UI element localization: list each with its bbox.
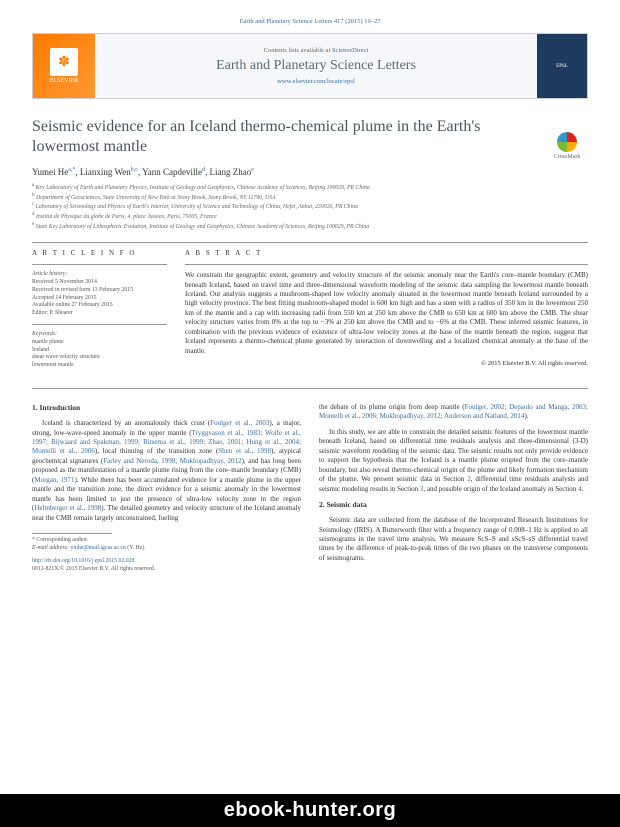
body-column-right: the debate of its plume origin from deep…	[319, 403, 588, 574]
section-2-para-1: Seismic data are collected from the data…	[319, 516, 588, 563]
affiliations: a Key Laboratory of Earth and Planetary …	[32, 183, 588, 232]
author-list: Yumei Hea,*, Lianxing Wenb,c, Yann Capde…	[32, 167, 588, 177]
divider	[32, 242, 588, 243]
elsevier-tree-icon: ✽	[50, 48, 78, 76]
header-citation: Earth and Planetary Science Letters 417 …	[32, 18, 588, 25]
journal-url[interactable]: www.elsevier.com/locate/epsl	[277, 78, 355, 85]
contents-lists-line: Contents lists available at ScienceDirec…	[264, 47, 369, 54]
article-info-heading: A R T I C L E I N F O	[32, 249, 167, 258]
journal-header-box: ✽ ELSEVIER Contents lists available at S…	[32, 33, 588, 99]
abstract-heading: A B S T R A C T	[185, 249, 588, 258]
divider	[32, 388, 588, 389]
keywords-label: Keywords:	[32, 331, 57, 337]
doi-link[interactable]: http://dx.doi.org/10.1016/j.epsl.2015.02…	[32, 558, 301, 566]
footnote-separator	[32, 533, 112, 534]
rights-line: 0012-821X/© 2015 Elsevier B.V. All right…	[32, 566, 301, 574]
article-info-column: A R T I C L E I N F O Article history: R…	[32, 249, 167, 376]
journal-cover-thumb: EPSL	[537, 34, 587, 98]
sciencedirect-link[interactable]: ScienceDirect	[332, 47, 368, 54]
section-1-para-3: In this study, we are able to constrain …	[319, 428, 588, 494]
publisher-name: ELSEVIER	[50, 78, 78, 84]
section-1-para-1: Iceland is characterized by an anomalous…	[32, 419, 301, 523]
journal-name: Earth and Planetary Science Letters	[216, 58, 416, 74]
abstract-copyright: © 2015 Elsevier B.V. All rights reserved…	[185, 360, 588, 369]
crossmark-badge[interactable]: CrossMark	[546, 132, 588, 162]
history-label: Article history:	[32, 271, 67, 277]
section-1-para-2: the debate of its plume origin from deep…	[319, 403, 588, 422]
article-title: Seismic evidence for an Iceland thermo-c…	[32, 117, 505, 157]
publisher-logo: ✽ ELSEVIER	[33, 34, 95, 98]
crossmark-icon	[557, 132, 577, 152]
abstract-column: A B S T R A C T We constrain the geograp…	[185, 249, 588, 376]
section-2-heading: 2. Seismic data	[319, 500, 588, 510]
author-email-link[interactable]: ymhe@mail.igcas.ac.cn	[70, 545, 125, 551]
corresponding-author-note: * Corresponding author.	[32, 537, 301, 545]
email-line: E-mail address: ymhe@mail.igcas.ac.cn (Y…	[32, 545, 301, 553]
section-1-heading: 1. Introduction	[32, 403, 301, 413]
watermark-bar: ebook-hunter.org	[0, 794, 620, 827]
abstract-body: We constrain the geographic extent, geom…	[185, 271, 588, 356]
body-column-left: 1. Introduction Iceland is characterized…	[32, 403, 301, 574]
journal-center: Contents lists available at ScienceDirec…	[95, 34, 537, 98]
